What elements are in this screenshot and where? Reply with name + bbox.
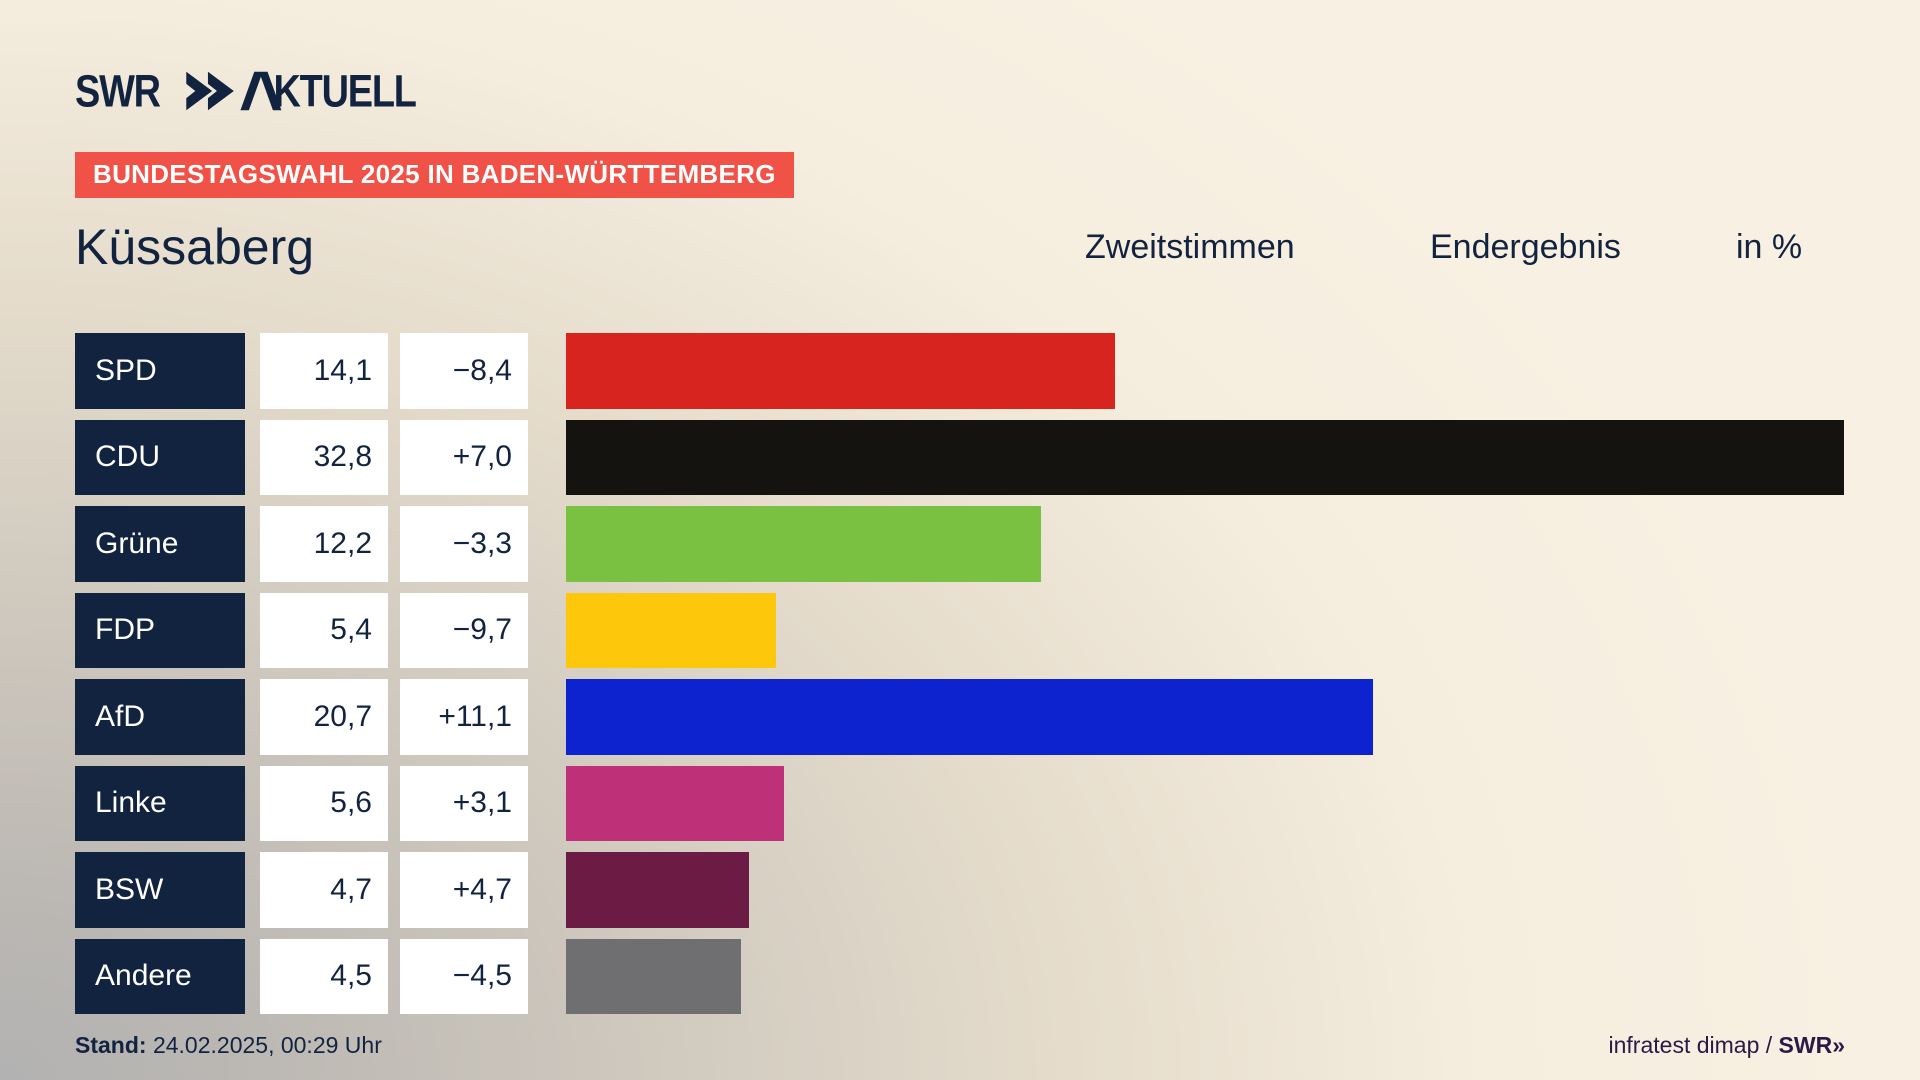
- svg-text:SWR: SWR: [75, 66, 161, 116]
- svg-text:KTUELL: KTUELL: [274, 66, 417, 116]
